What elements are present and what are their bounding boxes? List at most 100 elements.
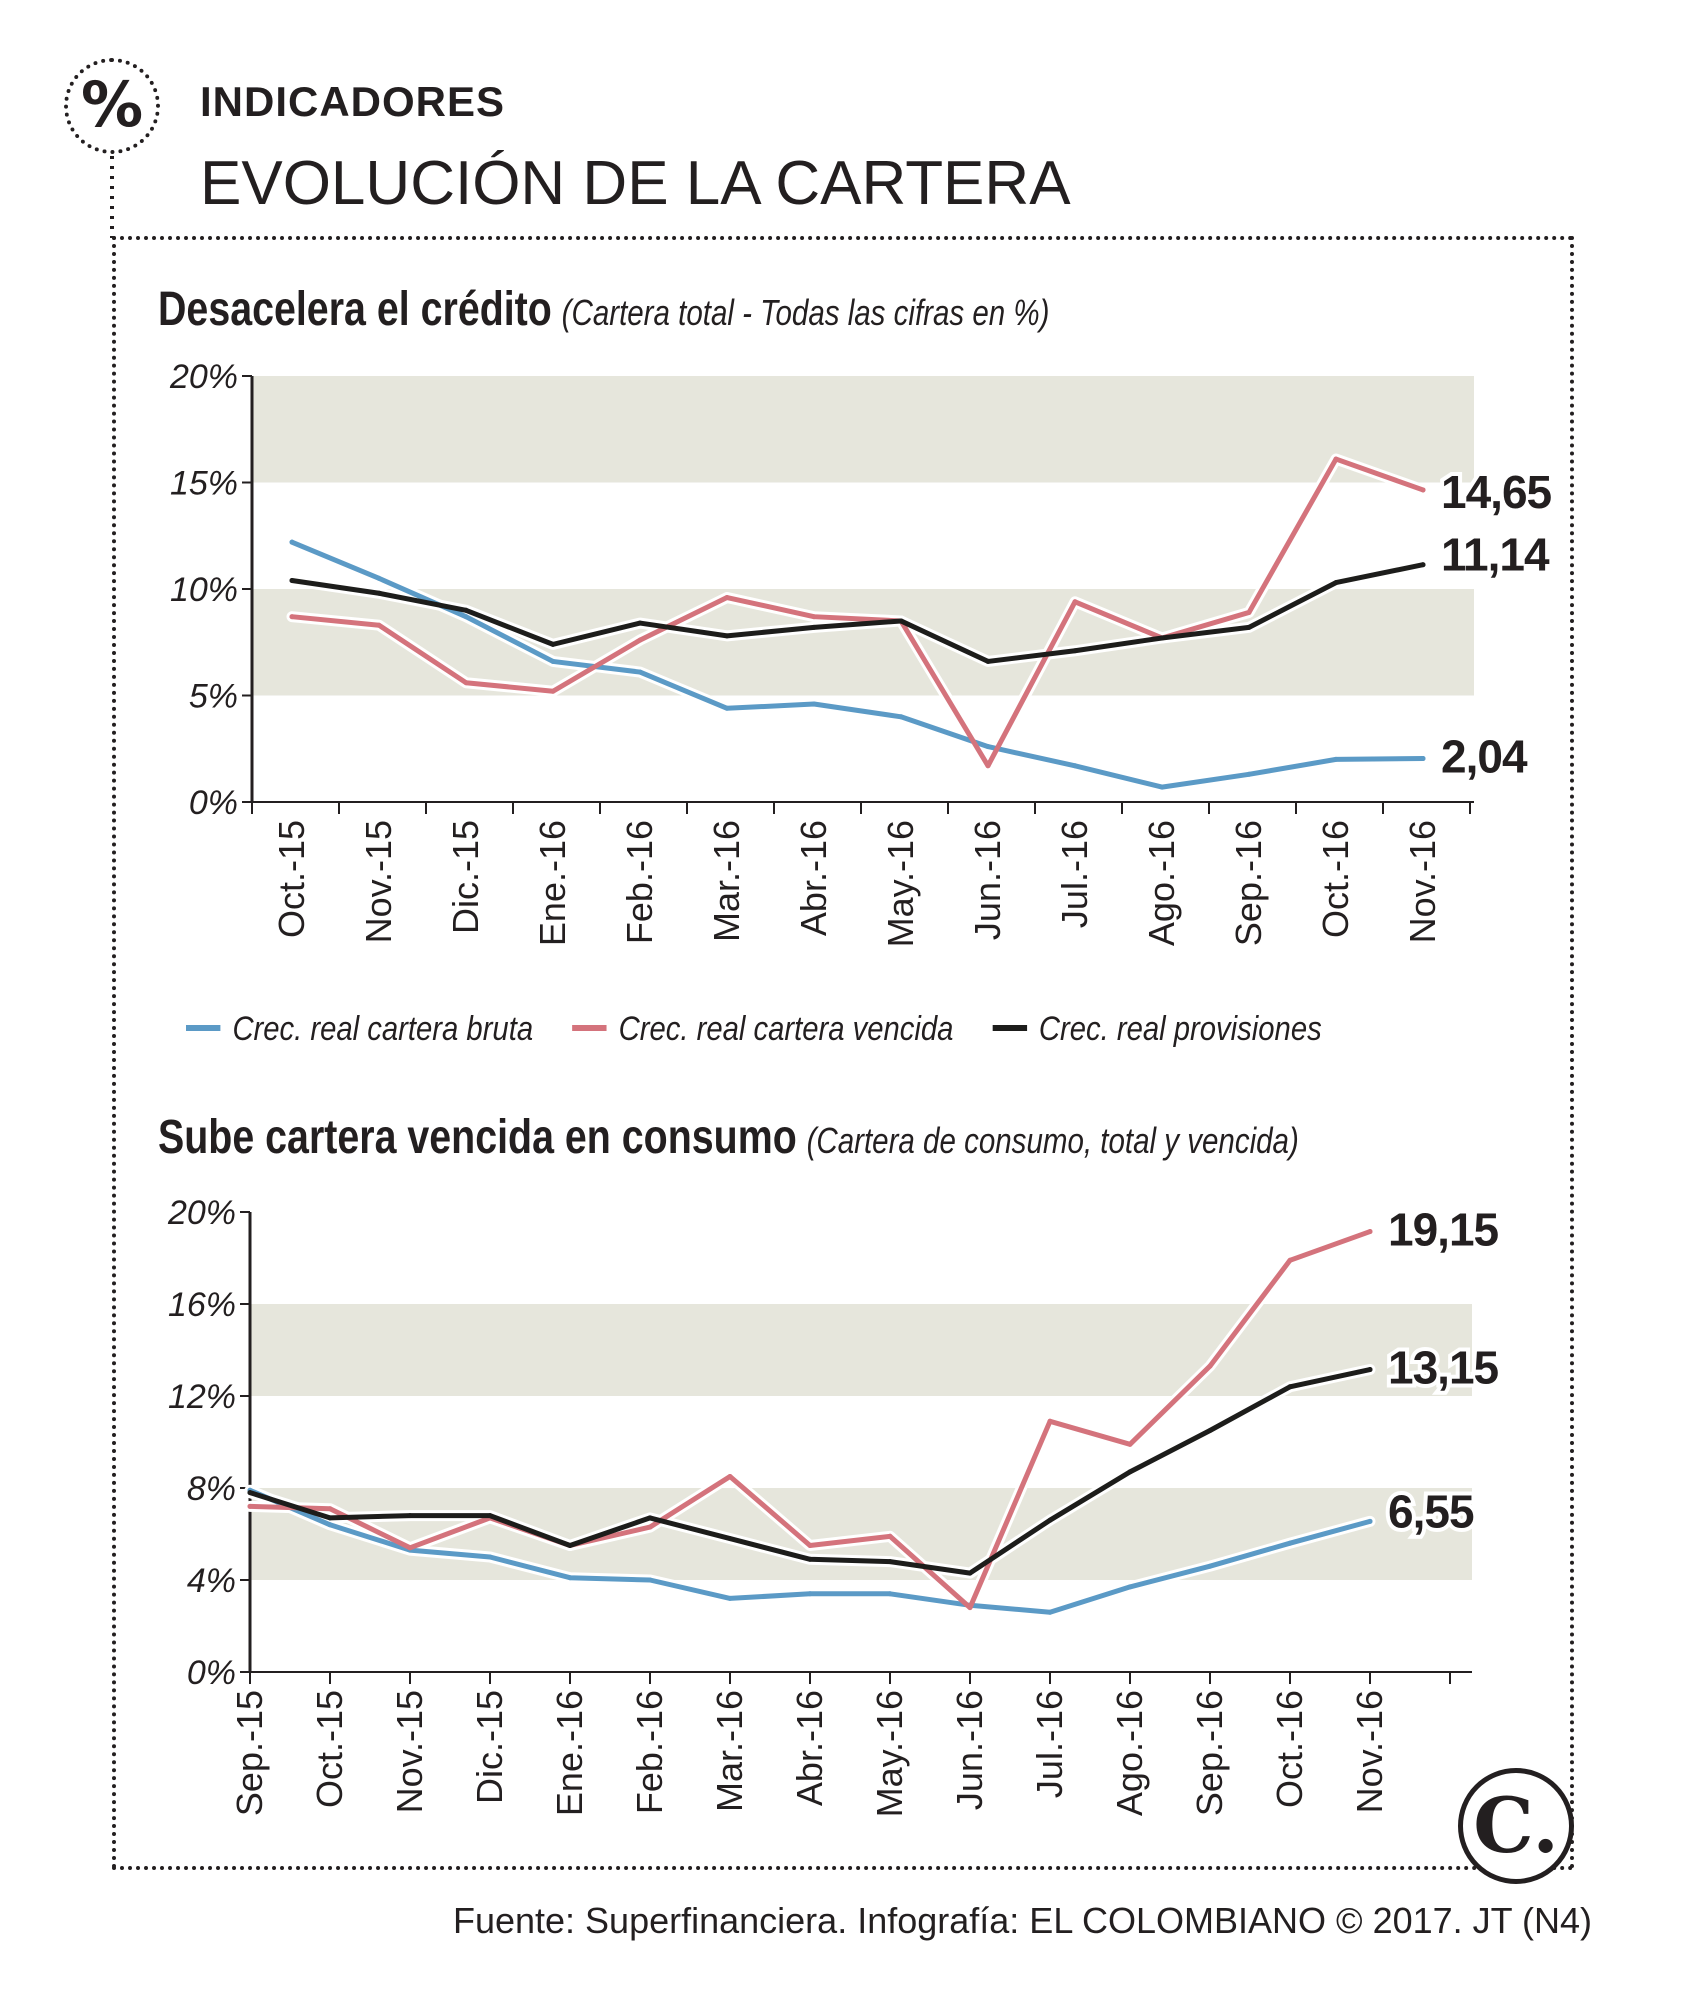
- c1-point-0-1: [376, 575, 382, 581]
- c2-point-1-0: [247, 1503, 253, 1509]
- c1-y-tick-label: 15%: [170, 465, 238, 503]
- c1-point-0-11: [1246, 771, 1252, 777]
- c2-point-2-13: [1287, 1384, 1293, 1390]
- c1-point-0-5: [724, 705, 730, 711]
- c2-point-0-12: [1207, 1563, 1213, 1569]
- c1-point-1-12: [1333, 456, 1339, 462]
- c2-x-tick-label: Ene.-16: [549, 1690, 590, 1816]
- c2-point-1-5: [647, 1524, 653, 1530]
- c2-point-0-5: [647, 1577, 653, 1583]
- chart1-subtitle: (Cartera total - Todas las cifras en %): [561, 292, 1050, 333]
- c1-x-tick-label: Nov.-15: [358, 820, 399, 943]
- c1-point-1-9: [1072, 599, 1078, 605]
- c1-point-0-9: [1072, 763, 1078, 769]
- c2-point-2-7: [807, 1556, 813, 1562]
- c1-x-tick-label: Ene.-16: [532, 820, 573, 946]
- c2-x-tick-label: Sep.-16: [1189, 1690, 1230, 1816]
- percent-icon: %: [64, 58, 160, 154]
- c1-point-0-12: [1333, 756, 1339, 762]
- c1-series-line-1: [289, 456, 1426, 769]
- c1-point-1-2: [463, 680, 469, 686]
- c2-x-tick-label: Feb.-16: [629, 1690, 670, 1814]
- legend-swatch-vencida: [572, 1025, 607, 1032]
- logo-text: C.: [1473, 1781, 1559, 1870]
- c2-point-2-9: [967, 1570, 973, 1576]
- c2-y-tick-label: 12%: [168, 1378, 236, 1416]
- c2-point-0-4: [567, 1575, 573, 1581]
- c1-point-2-1: [376, 590, 382, 596]
- c1-x-tick-label: Mar.-16: [706, 820, 747, 942]
- legend-swatch-provisiones: [992, 1025, 1027, 1032]
- c2-x-tick-label: Mar.-16: [709, 1690, 750, 1812]
- c2-point-0-7: [807, 1591, 813, 1597]
- c2-band-1: [250, 1304, 1472, 1396]
- c2-point-1-9: [967, 1605, 973, 1611]
- page-title: EVOLUCIÓN DE LA CARTERA: [200, 149, 1071, 218]
- c1-y-tick-label: 20%: [169, 358, 238, 396]
- c2-x-tick-label: Sep.-15: [229, 1690, 270, 1816]
- section-kicker: INDICADORES: [200, 78, 506, 125]
- c1-point-0-4: [637, 669, 643, 675]
- legend-label-bruta: Crec. real cartera bruta: [232, 1010, 534, 1048]
- c1-point-0-3: [550, 658, 556, 664]
- c1-y-tick-label: 0%: [189, 784, 238, 822]
- c1-band-1: [252, 376, 1474, 483]
- c2-point-2-0: [247, 1490, 253, 1496]
- c1-point-1-13: [1420, 487, 1426, 493]
- c1-x-tick-label: May.-16: [880, 820, 921, 947]
- c2-point-1-10: [1047, 1418, 1053, 1424]
- c2-x-tick-label: Oct.-16: [1269, 1690, 1310, 1808]
- c2-y-tick-label: 4%: [187, 1562, 236, 1600]
- c2-x-tick-label: Nov.-15: [389, 1690, 430, 1813]
- c1-x-tick-label: Oct.-15: [271, 820, 312, 938]
- c2-x-tick-label: Nov.-16: [1349, 1690, 1390, 1813]
- c1-point-0-8: [985, 744, 991, 750]
- legend-item-bruta: Crec. real cartera bruta: [186, 1010, 533, 1049]
- c1-point-0-2: [463, 614, 469, 620]
- c1-point-2-10: [1159, 635, 1165, 641]
- c2-point-1-14: [1367, 1229, 1373, 1235]
- c2-point-2-8: [887, 1559, 893, 1565]
- c2-x-tick-label: Dic.-15: [469, 1690, 510, 1804]
- c2-point-1-1: [327, 1506, 333, 1512]
- c2-x-tick-label: Abr.-16: [789, 1690, 830, 1806]
- c2-x-tick-label: Ago.-16: [1109, 1690, 1150, 1816]
- c1-series-line-0: [289, 539, 1426, 790]
- legend-item-vencida: Crec. real cartera vencida: [572, 1010, 953, 1049]
- c1-point-2-3: [550, 641, 556, 647]
- chart2-subtitle: (Cartera de consumo, total y vencida): [806, 1120, 1299, 1161]
- c2-point-1-8: [887, 1533, 893, 1539]
- c1-point-2-11: [1246, 624, 1252, 630]
- c2-point-1-13: [1287, 1257, 1293, 1263]
- c2-point-0-14: [1367, 1518, 1373, 1524]
- chart1-title: Desacelera el crédito: [158, 283, 552, 336]
- chart-legend: Crec. real cartera bruta Crec. real cart…: [186, 1010, 1353, 1049]
- chart2-heading: Sube cartera vencida en consumo (Cartera …: [158, 1110, 1299, 1165]
- c1-point-2-9: [1072, 648, 1078, 654]
- c1-end-label-2: 11,14: [1441, 529, 1550, 581]
- c2-point-2-6: [727, 1536, 733, 1542]
- c2-point-2-5: [647, 1515, 653, 1521]
- c2-point-2-10: [1047, 1517, 1053, 1523]
- c1-x-tick-label: Sep.-16: [1228, 820, 1269, 946]
- el-colombiano-logo: C.: [1458, 1768, 1574, 1884]
- c1-x-tick-label: Abr.-16: [793, 820, 834, 936]
- c1-point-1-4: [637, 637, 643, 643]
- c1-end-label-1: 14,65: [1441, 466, 1552, 518]
- c2-point-1-12: [1207, 1363, 1213, 1369]
- c2-point-0-3: [487, 1554, 493, 1560]
- c2-point-0-6: [727, 1595, 733, 1601]
- c1-x-tick-label: Oct.-16: [1315, 820, 1356, 938]
- c2-point-0-13: [1287, 1540, 1293, 1546]
- c1-point-1-3: [550, 688, 556, 694]
- legend-label-provisiones: Crec. real provisiones: [1038, 1010, 1322, 1048]
- legend-label-vencida: Crec. real cartera vencida: [618, 1010, 954, 1048]
- c2-point-1-2: [407, 1545, 413, 1551]
- c1-x-tick-label: Jul.-16: [1054, 820, 1095, 928]
- c2-point-2-11: [1127, 1469, 1133, 1475]
- c1-point-2-13: [1420, 562, 1426, 568]
- c1-point-0-10: [1159, 784, 1165, 790]
- c1-x-tick-label: Feb.-16: [619, 820, 660, 944]
